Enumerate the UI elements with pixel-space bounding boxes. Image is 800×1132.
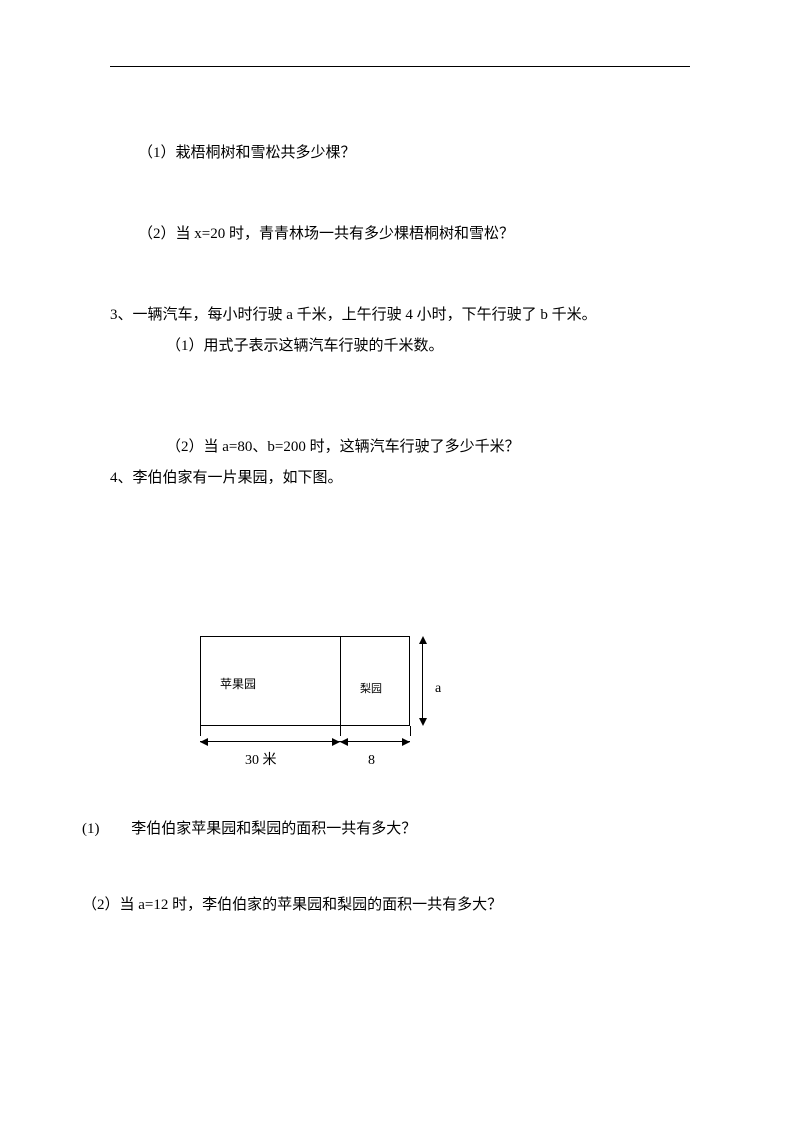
dim-a-label: a bbox=[435, 676, 441, 701]
q4-part1-num: (1) bbox=[82, 821, 100, 837]
height-arrow-line bbox=[422, 638, 423, 724]
apple-label: 苹果园 bbox=[220, 674, 256, 696]
pear-label: 梨园 bbox=[360, 680, 382, 700]
q3-part2: （2）当 a=80、b=200 时，这辆汽车行驶了多少千米？ bbox=[110, 434, 690, 461]
tick-left bbox=[200, 726, 201, 736]
width-8-arrow bbox=[340, 741, 410, 742]
tick-mid bbox=[340, 726, 341, 736]
q2-part2: （2）当 x=20 时，青青林场一共有多少棵梧桐树和雪松？ bbox=[110, 221, 690, 248]
q4-part1-text: 李伯伯家苹果园和梨园的面积一共有多大？ bbox=[131, 821, 416, 837]
width-30-arrow bbox=[200, 741, 340, 742]
q3-stem: 3、一辆汽车，每小时行驶 a 千米，上午行驶 4 小时，下午行驶了 b 千米。 bbox=[110, 302, 690, 329]
q4-part2: （2）当 a=12 时，李伯伯家的苹果园和梨园的面积一共有多大？ bbox=[82, 892, 690, 919]
tick-right bbox=[410, 726, 411, 736]
header-rule bbox=[110, 66, 690, 67]
orchard-divider bbox=[340, 636, 341, 726]
q2-part1: （1）栽梧桐树和雪松共多少棵？ bbox=[110, 140, 690, 167]
orchard-diagram: 苹果园 梨园 a 30 米 8 bbox=[190, 626, 490, 796]
q4-part1: (1) 李伯伯家苹果园和梨园的面积一共有多大？ bbox=[82, 816, 690, 843]
q3-part1: （1）用式子表示这辆汽车行驶的千米数。 bbox=[110, 333, 690, 360]
q4-stem: 4、李伯伯家有一片果园，如下图。 bbox=[110, 465, 690, 492]
dim-8-label: 8 bbox=[368, 748, 375, 773]
dim-30-label: 30 米 bbox=[245, 748, 277, 773]
document-content: （1）栽梧桐树和雪松共多少棵？ （2）当 x=20 时，青青林场一共有多少棵梧桐… bbox=[110, 140, 690, 923]
